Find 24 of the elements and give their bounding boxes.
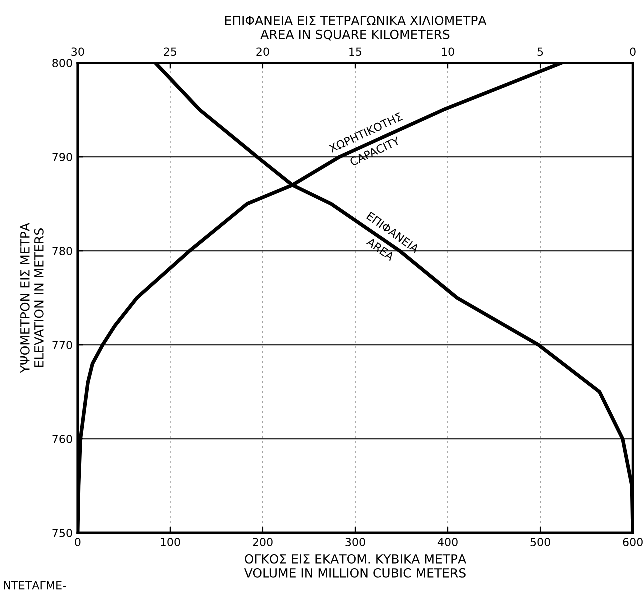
x-tick-label: 200 <box>253 538 273 546</box>
x2-tick-label: 15 <box>350 48 362 56</box>
x-tick-label: 0 <box>75 538 81 546</box>
x2-tick-label: 0 <box>630 48 636 56</box>
x2-axis-title: ΕΠΙΦΑΝΕΙΑ ΕΙΣ ΤΕΤΡΑΓΩΝΙΚΑ ΧΙΛΙΟΜΕΤΡΑ AREA IN SQUARE KILOMETERS <box>225 16 487 41</box>
y-tick-label: 800 <box>52 59 72 68</box>
x2-tick-label: 20 <box>256 48 270 56</box>
x-tick-label: 600 <box>623 538 643 546</box>
y-axis-title: ΥΨΟΜΕΤΡΟΝ ΕΙΣ ΜΕΤΡΑ ELEVATION IN METERS <box>20 223 44 374</box>
text: ΝΤΕΤΑΓΜΕ- <box>4 582 66 590</box>
x-tick-label: 100 <box>161 538 180 546</box>
x-axis-title: ΟΓΚΟΣ ΕΙΣ ΕΚΑΤΟΜ. ΚΥΒΙΚΑ ΜΕΤΡΑ VOLUME IN MILLION CUBIC METERS <box>244 554 467 578</box>
x2-tick-label: 5 <box>538 48 544 56</box>
y-tick-label: 780 <box>52 247 72 256</box>
y-tick-label: 750 <box>52 529 72 538</box>
x2-tick-label: 25 <box>164 48 177 56</box>
x-tick-label: 500 <box>530 538 550 546</box>
y-tick-label: 760 <box>52 435 72 444</box>
x2-tick-label: 30 <box>72 48 84 56</box>
x-tick-label: 300 <box>346 538 366 546</box>
x2-tick-label: 10 <box>442 48 454 56</box>
x-tick-label: 400 <box>438 538 458 546</box>
y-tick-label: 790 <box>52 153 72 162</box>
y-tick-label: 770 <box>52 341 72 350</box>
